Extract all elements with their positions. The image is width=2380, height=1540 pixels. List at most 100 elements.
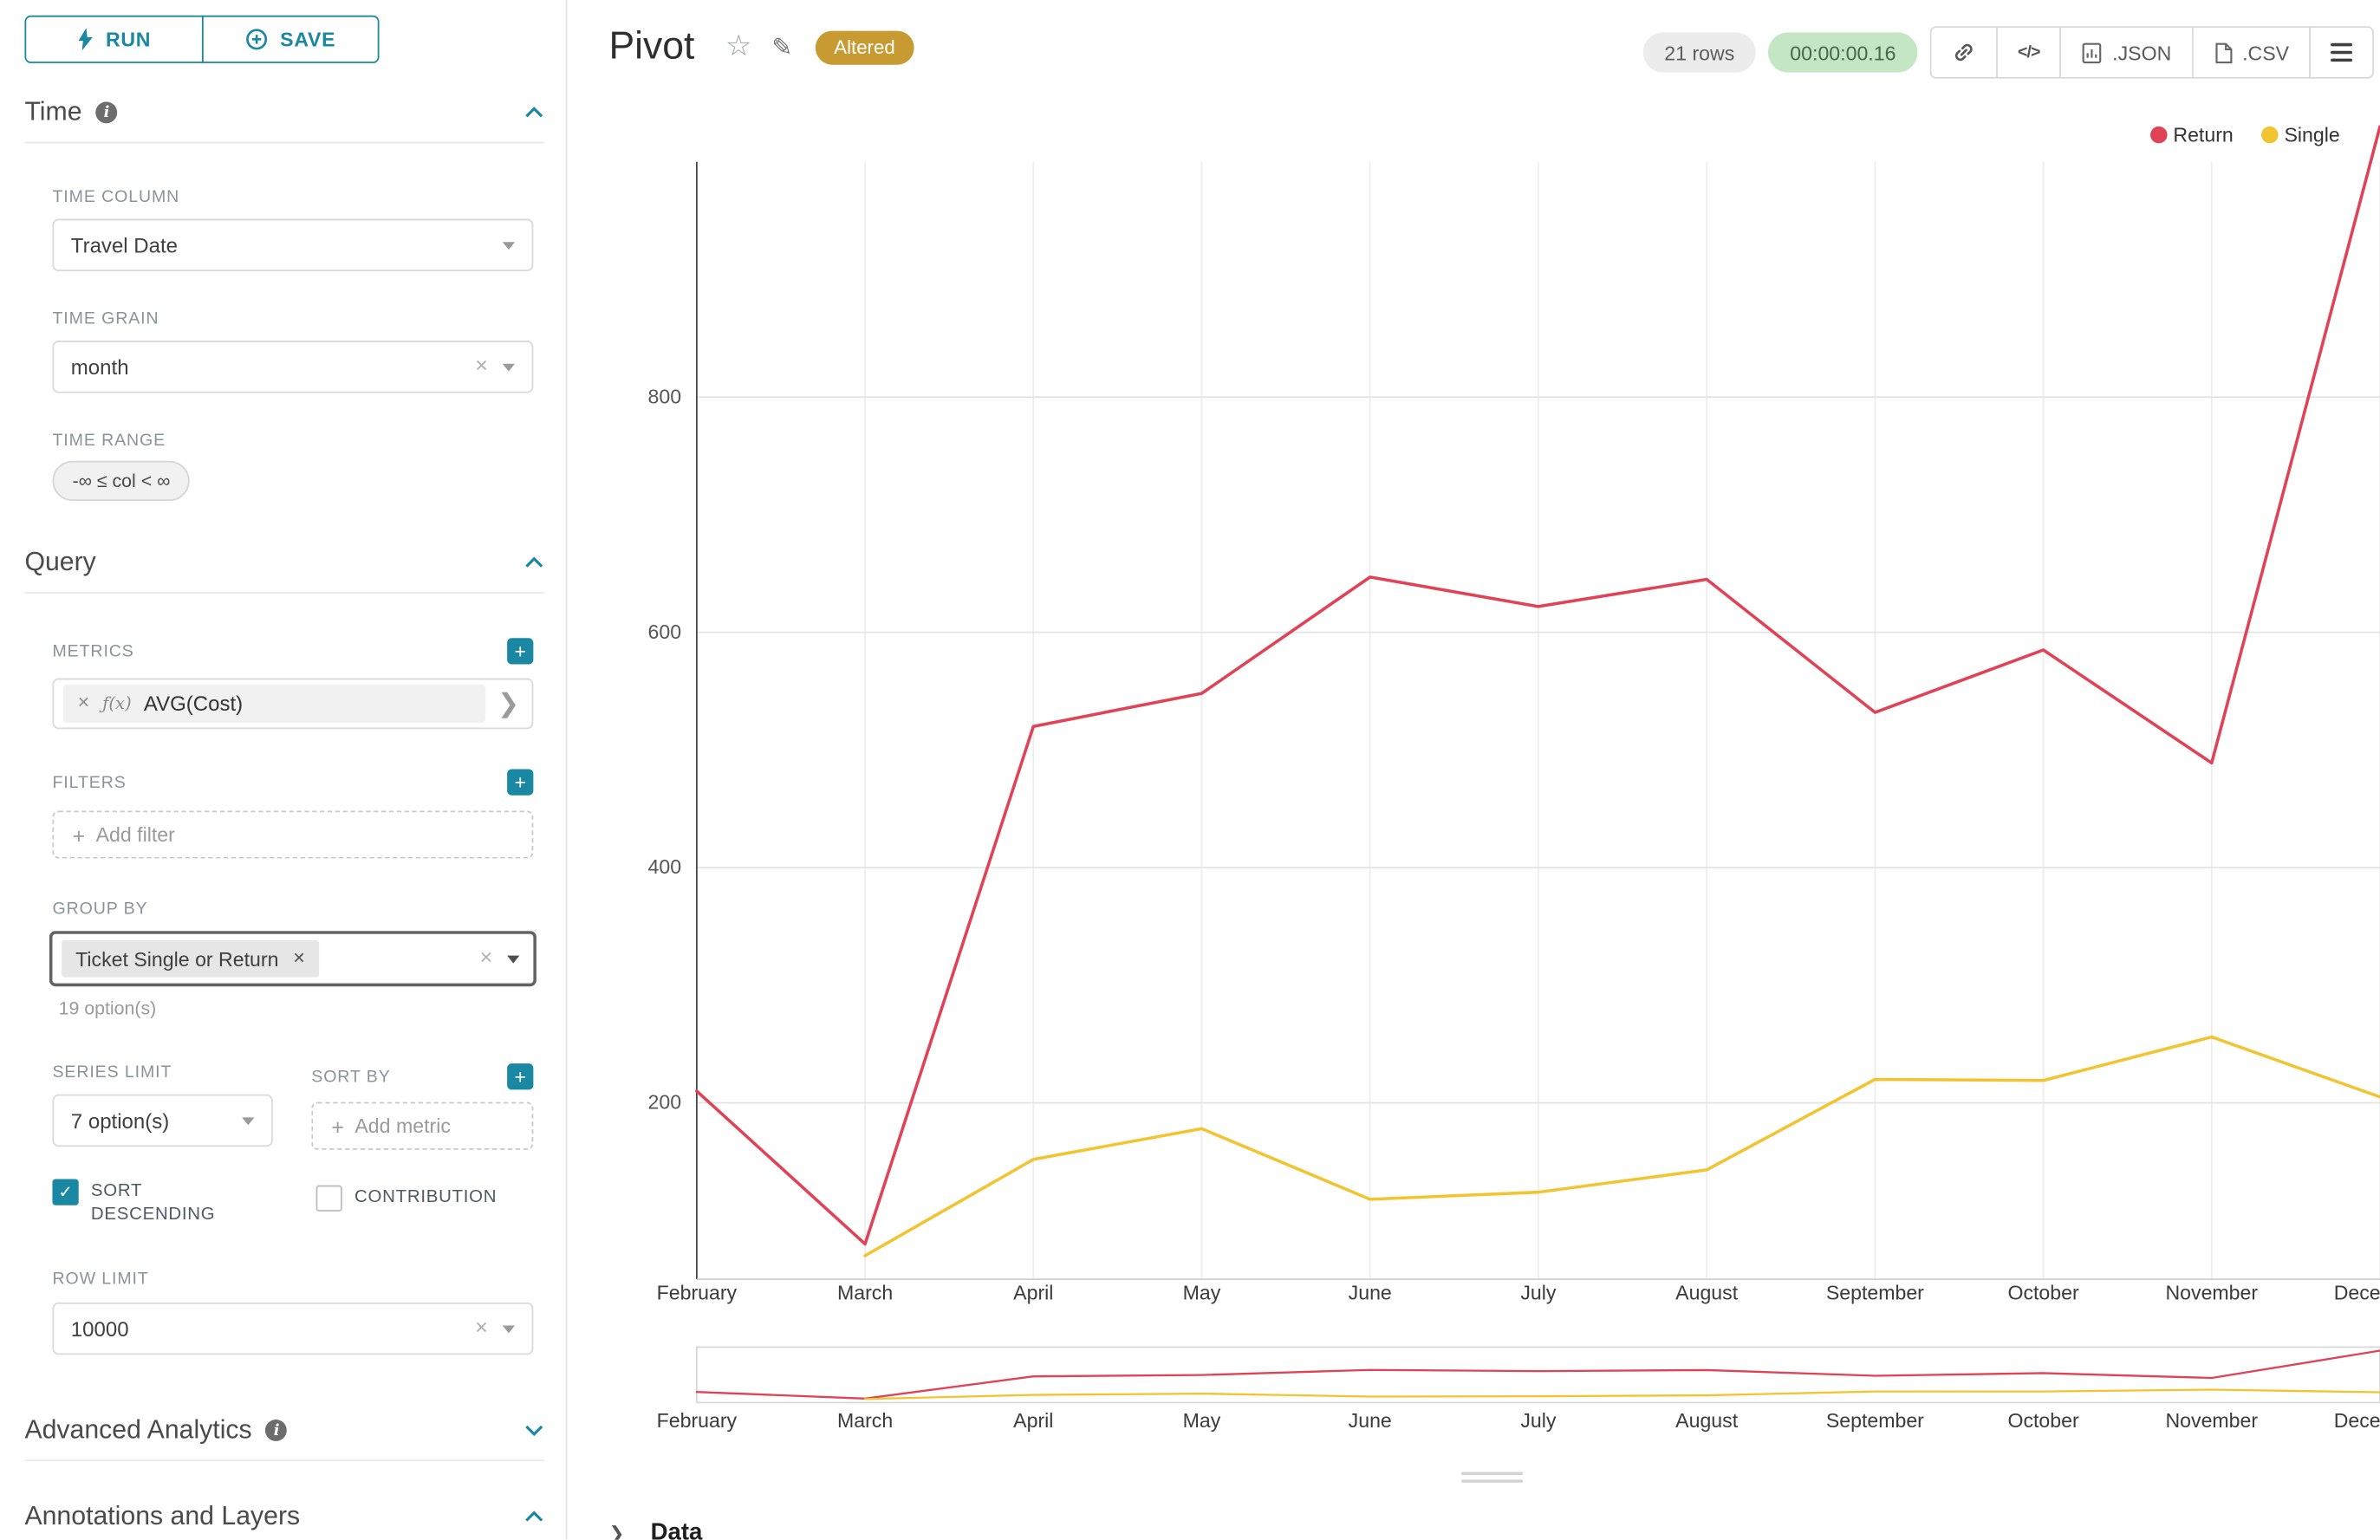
time-grain-label: TIME GRAIN xyxy=(52,309,159,328)
svg-text:May: May xyxy=(1183,1281,1221,1303)
svg-text:November: November xyxy=(2165,1409,2258,1432)
altered-badge: Altered xyxy=(815,29,914,64)
svg-text:200: 200 xyxy=(648,1091,682,1114)
svg-text:800: 800 xyxy=(648,385,682,407)
time-column-select[interactable]: Travel Date xyxy=(52,218,534,272)
svg-text:April: April xyxy=(1013,1409,1053,1432)
legend-item[interactable]: Return xyxy=(2149,123,2234,146)
advanced-analytics-header[interactable]: Advanced Analytics i xyxy=(24,1414,544,1462)
group-by-options-hint: 19 option(s) xyxy=(58,997,157,1019)
sort-by-placeholder: Add metric xyxy=(354,1114,451,1138)
svg-text:September: September xyxy=(1826,1281,1924,1303)
preview-brush-chart[interactable]: February March April May June July August Septe… xyxy=(586,1338,2380,1437)
chart-area: Pivot ☆ ✎ Altered 21 rows 00:00:00.16 </… xyxy=(567,0,2380,1540)
series-limit-value: 7 option(s) xyxy=(70,1108,170,1133)
annotations-layers-header[interactable]: Annotations and Layers xyxy=(24,1501,543,1539)
sort-descending-checkbox[interactable]: ✓ xyxy=(52,1179,79,1205)
control-panel: RUN SAVE Time i TIME COLUMN Travel Date … xyxy=(0,0,568,1540)
csv-button-label: .CSV xyxy=(2242,41,2290,64)
edit-properties-icon[interactable]: ✎ xyxy=(771,35,793,62)
hamburger-menu-icon xyxy=(2331,42,2352,62)
chevron-down-icon[interactable] xyxy=(524,1424,544,1437)
info-icon[interactable]: i xyxy=(95,101,118,124)
group-by-tag-label: Ticket Single or Return xyxy=(75,946,279,971)
series-limit-select[interactable]: 7 option(s) xyxy=(52,1094,273,1147)
plus-icon: + xyxy=(331,1113,344,1139)
sort-by-dropzone[interactable]: + Add metric xyxy=(311,1101,534,1150)
legend-item[interactable]: Single xyxy=(2260,123,2340,146)
add-sort-metric-button[interactable]: + xyxy=(507,1063,534,1090)
data-section-header[interactable]: ❯ Data xyxy=(609,1520,703,1540)
chevron-up-icon[interactable] xyxy=(524,556,544,569)
chart-menu-button[interactable] xyxy=(2309,26,2374,79)
share-link-button[interactable] xyxy=(1929,26,1998,79)
chevron-up-icon[interactable] xyxy=(524,107,544,119)
chevron-down-icon[interactable] xyxy=(502,241,516,250)
sort-by-label: SORT BY xyxy=(311,1067,391,1086)
data-section-title: Data xyxy=(650,1519,703,1540)
svg-text:May: May xyxy=(1183,1409,1221,1432)
export-csv-button[interactable]: .CSV xyxy=(2191,26,2311,79)
svg-text:July: July xyxy=(1520,1281,1557,1303)
chevron-right-icon[interactable]: ❯ xyxy=(497,688,520,718)
advanced-analytics-title: Advanced Analytics xyxy=(24,1414,252,1445)
info-icon[interactable]: i xyxy=(265,1419,288,1441)
contribution-option: CONTRIBUTION xyxy=(315,1185,497,1227)
svg-text:September: September xyxy=(1826,1409,1924,1432)
chevron-down-icon[interactable] xyxy=(507,954,520,963)
save-icon xyxy=(245,29,267,50)
svg-text:March: March xyxy=(837,1409,893,1432)
remove-metric-icon[interactable]: ✕ xyxy=(76,695,90,712)
export-json-button[interactable]: .JSON xyxy=(2059,26,2194,79)
group-by-tag[interactable]: Ticket Single or Return ✕ xyxy=(62,939,320,978)
svg-text:August: August xyxy=(1675,1409,1739,1432)
query-section-header[interactable]: Query xyxy=(24,547,544,594)
chart-legend: Return Single xyxy=(2149,123,2340,146)
row-count-badge: 21 rows xyxy=(1642,32,1757,73)
row-limit-select[interactable]: 10000 ✕ xyxy=(52,1302,534,1355)
json-export-icon xyxy=(2083,42,2102,63)
time-range-pill[interactable]: -∞ ≤ col < ∞ xyxy=(52,460,191,502)
sort-descending-label: SORT DESCENDING xyxy=(90,1182,216,1225)
add-filter-button[interactable]: + xyxy=(507,769,534,796)
group-by-select[interactable]: Ticket Single or Return ✕ ✕ xyxy=(49,931,536,987)
favorite-star-icon[interactable]: ☆ xyxy=(725,30,752,63)
run-button[interactable]: RUN xyxy=(24,15,203,63)
chevron-down-icon[interactable] xyxy=(242,1116,255,1125)
clear-icon[interactable]: ✕ xyxy=(474,1318,489,1337)
embed-code-button[interactable]: </> xyxy=(1996,26,2062,79)
svg-text:November: November xyxy=(2165,1281,2258,1303)
svg-text:December: December xyxy=(2334,1281,2380,1303)
main-line-chart[interactable]: 200 400 600 800 February March April May June Jul… xyxy=(586,99,2380,1332)
chevron-down-icon[interactable] xyxy=(502,362,516,371)
metric-name: AVG(Cost) xyxy=(143,692,244,716)
csv-file-icon xyxy=(2214,42,2232,63)
contribution-checkbox[interactable] xyxy=(315,1185,342,1212)
add-filter-dropzone[interactable]: + Add filter xyxy=(52,810,534,859)
time-section-header[interactable]: Time i xyxy=(24,97,544,144)
chevron-down-icon[interactable] xyxy=(502,1324,516,1333)
save-button[interactable]: SAVE xyxy=(201,15,380,63)
function-icon: ƒ(x) xyxy=(102,693,132,714)
time-grain-select[interactable]: month ✕ xyxy=(52,341,534,393)
metrics-label: METRICS xyxy=(52,641,134,661)
chevron-right-icon: ❯ xyxy=(608,1523,625,1540)
remove-tag-icon[interactable]: ✕ xyxy=(292,950,306,968)
clear-icon[interactable]: ✕ xyxy=(474,356,489,376)
svg-text:December: December xyxy=(2334,1409,2380,1432)
group-by-label: GROUP BY xyxy=(52,900,148,919)
svg-text:400: 400 xyxy=(648,855,682,878)
add-metric-button[interactable]: + xyxy=(507,638,534,665)
panel-resize-handle[interactable] xyxy=(1461,1472,1524,1487)
metric-pill[interactable]: ✕ ƒ(x) AVG(Cost) xyxy=(62,684,485,724)
clear-icon[interactable]: ✕ xyxy=(478,948,494,968)
chevron-up-icon[interactable] xyxy=(524,1511,544,1523)
svg-text:February: February xyxy=(657,1281,738,1303)
query-timer-badge: 00:00:00.16 xyxy=(1768,32,1918,73)
legend-dot xyxy=(2149,126,2168,144)
sort-descending-option: ✓ SORT DESCENDING xyxy=(52,1179,315,1227)
metric-item[interactable]: ✕ ƒ(x) AVG(Cost) ❯ xyxy=(52,678,534,730)
code-icon: </> xyxy=(2017,42,2041,62)
contribution-label: CONTRIBUTION xyxy=(354,1188,497,1207)
